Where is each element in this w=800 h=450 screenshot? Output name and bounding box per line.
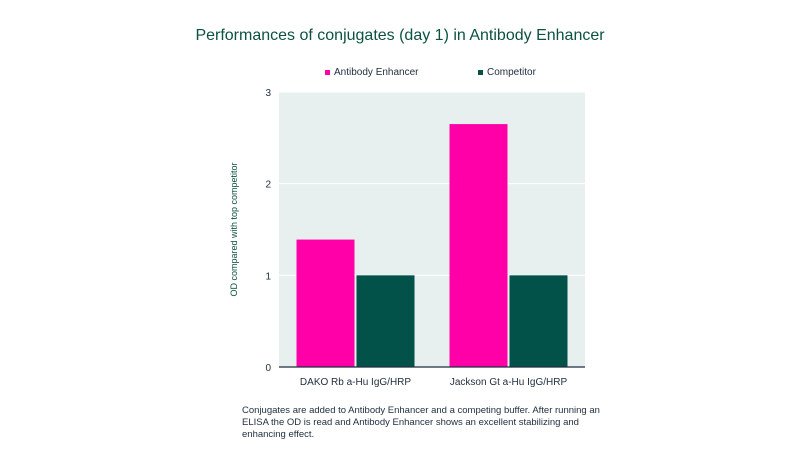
y-tick-label: 2 xyxy=(265,180,271,191)
bar-antibody-enhancer-0 xyxy=(296,239,355,367)
y-tick-label: 1 xyxy=(265,271,271,282)
legend-label-competitor: Competitor xyxy=(487,67,536,78)
legend-label-antibody-enhancer: Antibody Enhancer xyxy=(334,67,419,78)
y-tick-label: 0 xyxy=(265,363,271,374)
legend-swatch-competitor xyxy=(478,70,483,75)
y-tick-label: 3 xyxy=(265,88,271,99)
legend-item-antibody-enhancer: Antibody Enhancer xyxy=(325,67,419,78)
bar-competitor-1 xyxy=(509,275,568,367)
legend-item-competitor: Competitor xyxy=(478,67,536,78)
y-axis-label: OD compared with top competitor xyxy=(229,162,239,296)
x-tick-label: DAKO Rb a-Hu IgG/HRP xyxy=(300,377,411,388)
chart-title: Performances of conjugates (day 1) in An… xyxy=(195,27,605,44)
bar-competitor-0 xyxy=(356,275,415,367)
x-tick-label: Jackson Gt a-Hu IgG/HRP xyxy=(450,377,568,388)
legend-swatch-antibody-enhancer xyxy=(325,70,330,75)
bar-antibody-enhancer-1 xyxy=(449,124,508,367)
chart-caption: Conjugates are added to Antibody Enhance… xyxy=(242,405,600,440)
